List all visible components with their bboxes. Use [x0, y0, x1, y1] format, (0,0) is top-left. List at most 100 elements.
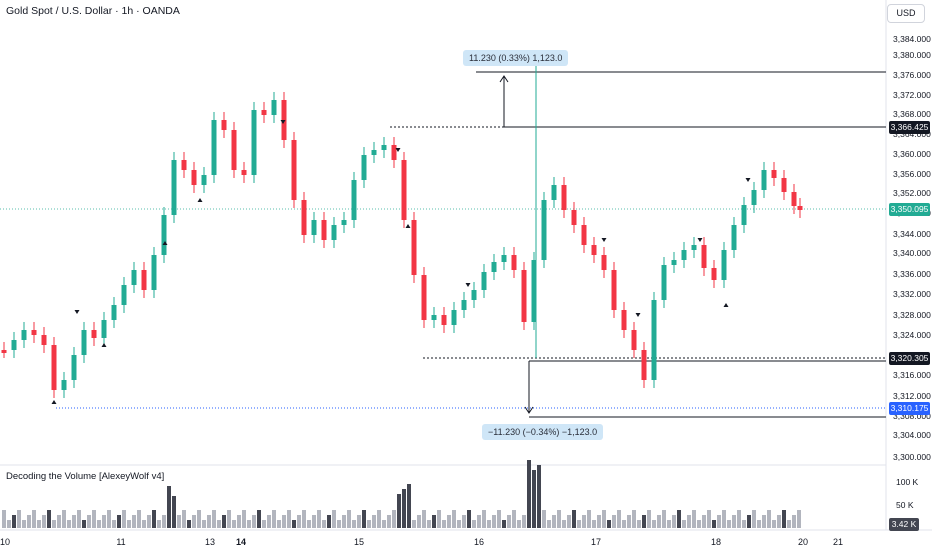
candle-body — [161, 215, 167, 255]
volume-bar — [572, 510, 576, 528]
volume-bar — [702, 515, 706, 528]
volume-bar — [732, 515, 736, 528]
volume-bar — [417, 515, 421, 528]
candle-body — [321, 220, 327, 240]
indicator-title[interactable]: Decoding the Volume [AlexeyWolf v4] — [6, 471, 165, 482]
volume-bar — [202, 520, 206, 528]
price-tick: 3,372.000 — [893, 90, 931, 100]
candle-body — [151, 255, 157, 290]
candle-body — [797, 206, 803, 210]
volume-bar — [307, 520, 311, 528]
volume-bar — [432, 515, 436, 528]
volume-bar — [752, 510, 756, 528]
candle-body — [431, 315, 437, 320]
measure-tool-down[interactable] — [524, 360, 886, 418]
price-tag-high: 3,366.425 — [889, 121, 930, 134]
volume-bar — [502, 520, 506, 528]
volume-bar — [332, 510, 336, 528]
signal-marker — [162, 241, 168, 245]
candle-body — [221, 120, 227, 130]
currency-badge[interactable]: USD — [887, 4, 925, 23]
candle-body — [251, 110, 257, 175]
volume-bar — [717, 515, 721, 528]
candle-body — [121, 285, 127, 305]
volume-tag-current: 3.42 K — [889, 518, 919, 531]
volume-bar — [222, 515, 226, 528]
candle-body — [531, 260, 537, 322]
volume-bar — [112, 520, 116, 528]
price-tag-mid: 3,320.305 — [889, 352, 930, 365]
volume-bar — [172, 496, 176, 528]
volume-bar — [537, 465, 541, 528]
volume-bar — [122, 510, 126, 528]
signal-marker — [601, 238, 607, 242]
time-tick: 13 — [204, 537, 216, 547]
candle-body — [31, 330, 37, 335]
volume-bar — [437, 510, 441, 528]
volume-bar — [667, 520, 671, 528]
candle-body — [751, 190, 757, 205]
price-tick: 3,300.000 — [893, 452, 931, 462]
volume-bar — [22, 520, 26, 528]
volume-bar — [767, 510, 771, 528]
candle-body — [351, 180, 357, 220]
price-tick: 3,328.000 — [893, 310, 931, 320]
measure-tool-up[interactable] — [476, 62, 886, 358]
candle-body — [401, 160, 407, 220]
candle-body — [611, 270, 617, 310]
price-tick: 3,312.000 — [893, 391, 931, 401]
volume-tick-100k: 100 K — [896, 477, 919, 487]
volume-bar — [542, 510, 546, 528]
volume-bar — [467, 510, 471, 528]
candle-body — [421, 275, 427, 320]
volume-bar — [252, 515, 256, 528]
volume-bar — [352, 520, 356, 528]
volume-bar — [472, 520, 476, 528]
candle-body — [171, 160, 177, 215]
candle-body — [131, 270, 137, 285]
symbol-title[interactable]: Gold Spot / U.S. Dollar · 1h · OANDA — [6, 5, 180, 17]
candle-body — [291, 140, 297, 200]
volume-bar — [72, 515, 76, 528]
candle-body — [741, 205, 747, 225]
volume-bar — [587, 510, 591, 528]
volume-bar — [387, 515, 391, 528]
volume-bar — [652, 520, 656, 528]
price-tag-current: 3,350.095 — [889, 203, 930, 216]
volume-bar — [507, 515, 511, 528]
volume-bar — [772, 520, 776, 528]
volume-bar — [132, 515, 136, 528]
candle-body — [671, 260, 677, 265]
candle-body — [791, 192, 797, 206]
volume-bar — [212, 510, 216, 528]
volume-bar — [162, 515, 166, 528]
price-tick: 3,316.000 — [893, 370, 931, 380]
volume-bar — [557, 510, 561, 528]
measure-label-down: −11.230 (−0.34%) −1,123.0 — [482, 424, 604, 440]
volume-bar — [687, 515, 691, 528]
volume-bar — [302, 510, 306, 528]
price-tick: 3,384.000 — [893, 34, 931, 44]
price-tick: 3,304.000 — [893, 430, 931, 440]
volume-bar — [637, 520, 641, 528]
volume-bar — [662, 510, 666, 528]
volume-bar — [327, 515, 331, 528]
volume-bar — [722, 510, 726, 528]
volume-bar — [777, 515, 781, 528]
candle-body — [681, 250, 687, 260]
volume-bar — [612, 515, 616, 528]
volume-bar — [77, 510, 81, 528]
volume-bar — [177, 515, 181, 528]
volume-bar — [272, 510, 276, 528]
candle-body — [411, 220, 417, 275]
volume-bar — [642, 515, 646, 528]
volume-bar — [27, 515, 31, 528]
volume-bar — [512, 510, 516, 528]
volume-tick-50k: 50 K — [896, 500, 914, 510]
candle-body — [91, 330, 97, 338]
volume-bar — [262, 520, 266, 528]
time-tick: 10 — [0, 537, 11, 547]
signal-marker — [280, 120, 286, 124]
